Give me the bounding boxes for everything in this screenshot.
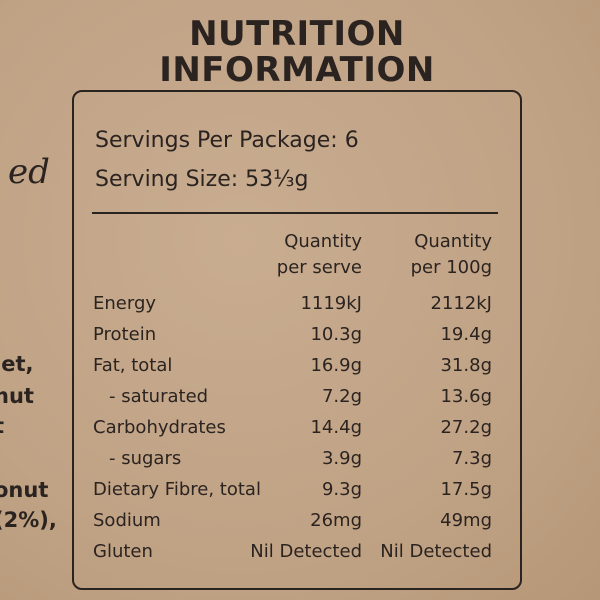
- column-header: Quantity: [414, 231, 492, 252]
- nutrient-label: Dietary Fibre, total: [93, 479, 261, 500]
- side-text-fragment: let,: [0, 352, 34, 376]
- per-serve-value: 26mg: [310, 510, 362, 531]
- side-text-fragment: (2%),: [0, 508, 57, 532]
- per-100g-value: 27.2g: [440, 417, 492, 438]
- per-100g-value: 17.5g: [440, 479, 492, 500]
- nutrient-label: - saturated: [109, 386, 209, 407]
- nutrient-label: Protein: [93, 324, 157, 345]
- per-serve-value: 14.4g: [310, 417, 362, 438]
- serving-size: Serving Size: 53⅓g: [95, 167, 309, 192]
- per-100g-value: Nil Detected: [380, 541, 492, 562]
- nutrient-label: - sugars: [109, 448, 182, 469]
- per-serve-value: 10.3g: [310, 324, 362, 345]
- servings-per-package: Servings Per Package: 6: [95, 128, 359, 153]
- title-line: NUTRITION: [189, 14, 405, 54]
- title-line: INFORMATION: [159, 50, 435, 90]
- side-text-fragment: ed: [8, 152, 50, 192]
- per-100g-value: 7.3g: [451, 448, 492, 469]
- side-text-fragment: nut: [0, 384, 34, 408]
- per-100g-value: 13.6g: [440, 386, 492, 407]
- per-100g-value: 49mg: [440, 510, 492, 531]
- per-100g-value: 2112kJ: [430, 293, 492, 314]
- nutrient-label: Sodium: [93, 510, 161, 531]
- column-header: Quantity: [284, 231, 362, 252]
- divider: [92, 212, 498, 214]
- per-serve-value: 1119kJ: [300, 293, 362, 314]
- per-serve-value: 16.9g: [310, 355, 362, 376]
- column-header: per serve: [276, 257, 362, 278]
- side-text-fragment: onut: [0, 478, 49, 502]
- nutrient-label: Energy: [93, 293, 157, 314]
- side-text-fragment: t: [0, 414, 4, 438]
- column-header: per 100g: [410, 257, 492, 278]
- nutrient-label: Carbohydrates: [93, 417, 226, 438]
- nutrient-label: Gluten: [93, 541, 153, 562]
- per-serve-value: 3.9g: [321, 448, 362, 469]
- nutrient-label: Fat, total: [93, 355, 173, 376]
- per-serve-value: 9.3g: [321, 479, 362, 500]
- per-100g-value: 31.8g: [440, 355, 492, 376]
- nutrition-panel: [72, 90, 522, 590]
- per-serve-value: 7.2g: [321, 386, 362, 407]
- per-serve-value: Nil Detected: [250, 541, 362, 562]
- per-100g-value: 19.4g: [440, 324, 492, 345]
